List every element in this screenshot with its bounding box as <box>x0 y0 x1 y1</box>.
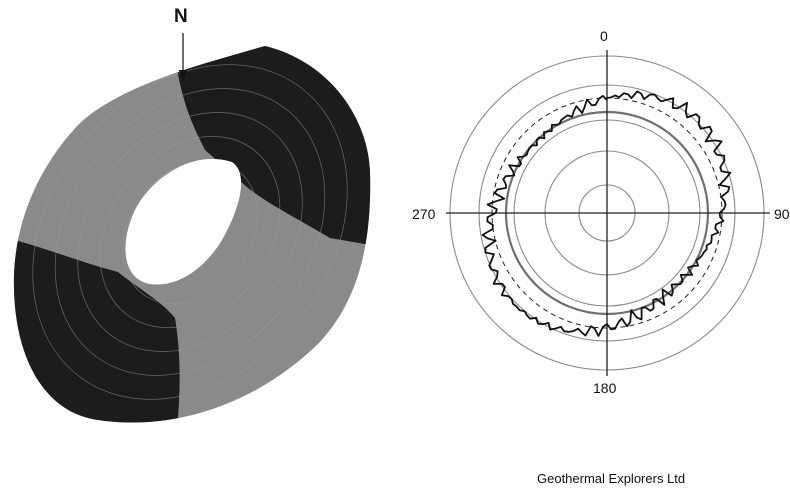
caliper-trace <box>481 90 732 337</box>
axis-lines <box>446 50 770 376</box>
angle-label-right: 90 <box>774 206 790 222</box>
angle-label-top: 0 <box>600 28 608 44</box>
angle-label-left: 270 <box>412 206 436 222</box>
north-label: N <box>174 6 188 27</box>
borehole-image <box>13 46 371 423</box>
angle-label-bottom: 180 <box>593 380 617 396</box>
north-arrow-icon <box>179 33 187 82</box>
dark-band-lower <box>13 236 180 423</box>
polar-plot <box>446 50 770 376</box>
credit-text: Geothermal Explorers Ltd <box>537 471 686 486</box>
